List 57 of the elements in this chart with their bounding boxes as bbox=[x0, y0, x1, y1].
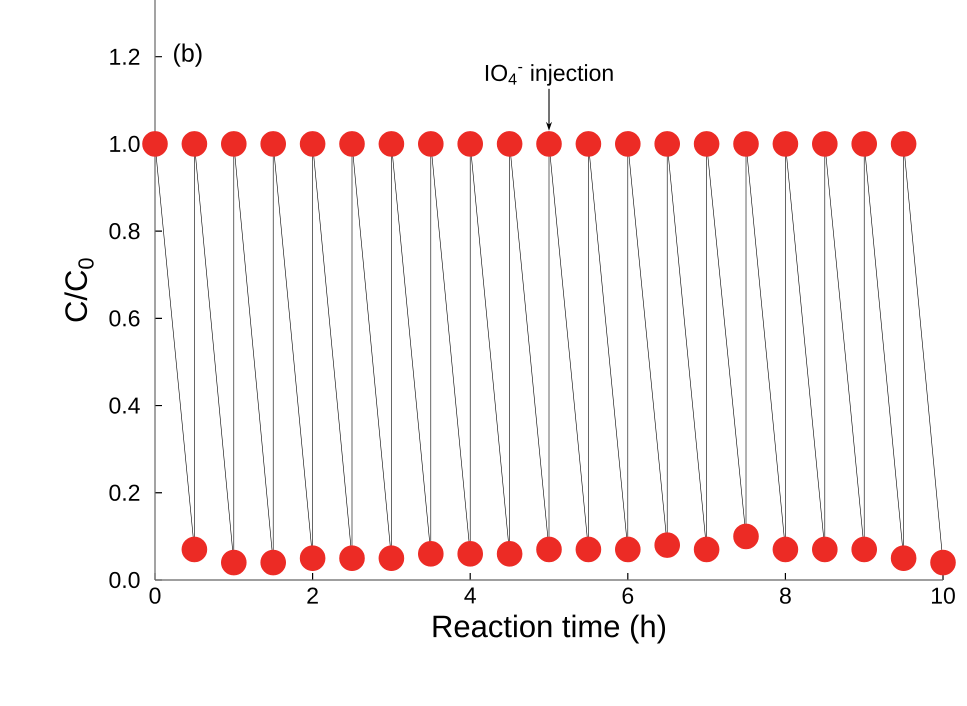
x-tick-label: 10 bbox=[932, 588, 955, 604]
point bbox=[260, 131, 286, 157]
point bbox=[300, 545, 326, 571]
point bbox=[182, 536, 208, 562]
point bbox=[615, 536, 641, 562]
x-tick-label: 4 bbox=[464, 588, 476, 604]
point bbox=[536, 131, 562, 157]
y-axis-title: C/C$_{0}$ bbox=[64, 258, 94, 322]
point bbox=[378, 131, 404, 157]
point bbox=[378, 545, 404, 571]
point bbox=[733, 524, 759, 550]
point bbox=[339, 545, 365, 571]
annotation: (b) bbox=[174, 44, 202, 67]
point bbox=[496, 541, 522, 567]
point bbox=[496, 131, 522, 157]
point bbox=[772, 131, 798, 157]
point bbox=[536, 536, 562, 562]
point bbox=[576, 536, 602, 562]
x-tick-label: 8 bbox=[780, 588, 791, 604]
y-tick-label: 0.0 bbox=[109, 572, 140, 588]
point bbox=[457, 131, 484, 157]
point bbox=[221, 550, 247, 576]
point bbox=[418, 541, 444, 567]
x-tick-label: 0 bbox=[150, 588, 160, 604]
point bbox=[890, 545, 916, 571]
annotation: IO$_{4}$$^{-}$ injection bbox=[486, 64, 613, 86]
point bbox=[851, 131, 878, 157]
x-tick-label: 6 bbox=[622, 588, 634, 604]
point bbox=[812, 131, 838, 157]
point bbox=[890, 131, 916, 157]
x-axis-title: Reaction time (h) bbox=[434, 614, 666, 644]
point bbox=[221, 131, 247, 157]
point bbox=[260, 550, 286, 576]
y-tick-label: 0.8 bbox=[109, 222, 140, 240]
point bbox=[654, 131, 680, 157]
point bbox=[733, 131, 759, 157]
y-tick-label: 0.2 bbox=[109, 484, 140, 501]
point bbox=[694, 131, 720, 157]
point bbox=[142, 131, 168, 157]
point bbox=[339, 131, 365, 157]
point bbox=[576, 131, 602, 157]
point bbox=[418, 131, 444, 157]
y-tick-label: 1.2 bbox=[110, 48, 140, 65]
point bbox=[694, 536, 720, 562]
point bbox=[812, 536, 838, 562]
point bbox=[300, 131, 326, 157]
point bbox=[654, 532, 680, 558]
point bbox=[930, 550, 956, 576]
point bbox=[457, 541, 484, 567]
point bbox=[851, 536, 878, 562]
y-tick-label: 1.0 bbox=[110, 136, 140, 152]
point bbox=[615, 131, 641, 157]
point bbox=[772, 536, 798, 562]
y-tick-label: 0.6 bbox=[109, 310, 140, 326]
y-tick-label: 0.4 bbox=[109, 397, 140, 414]
point bbox=[182, 131, 208, 157]
x-tick-label: 2 bbox=[307, 588, 318, 604]
